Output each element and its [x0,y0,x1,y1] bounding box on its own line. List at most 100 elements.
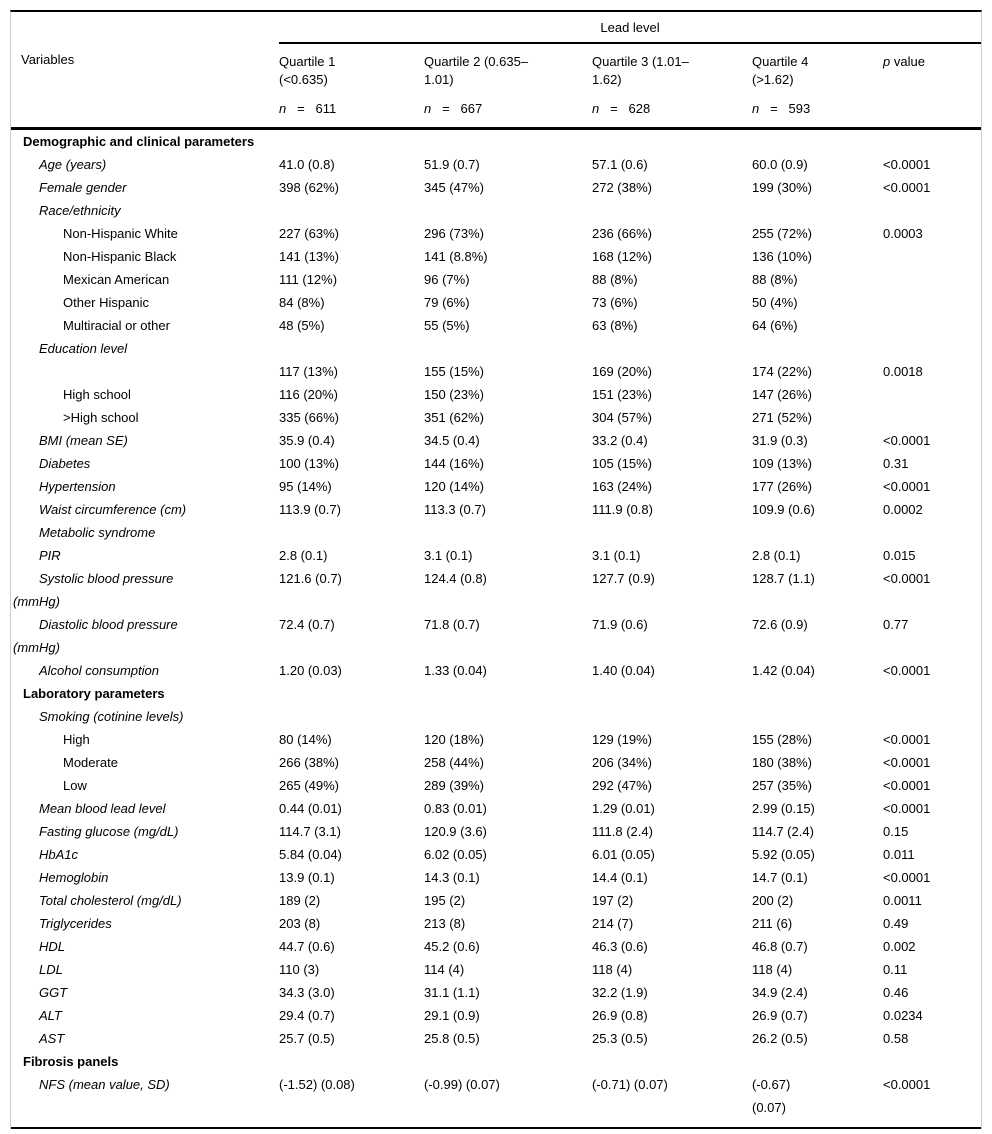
table-row: Demographic and clinical parameters [11,129,981,154]
p-value-header-p: p [883,54,891,69]
p-value-cell: 0.0018 [883,364,923,379]
value-cell [279,129,424,154]
value-cell: 203 (8) [279,916,321,931]
p-value-cell: 0.0011 [883,893,922,908]
value-cell: 118 (4) [752,962,793,977]
value-cell: 0.44 (0.01) [279,801,342,816]
p-value-cell: 0.0234 [883,1008,923,1023]
value-cell: 265 (49%) [279,778,339,793]
table-row: BMI (mean SE) 35.9 (0.4) 34.5 (0.4) 33.2 (0… [11,429,981,452]
p-value-cell: <0.0001 [883,663,931,678]
table-row: Low 265 (49%) 289 (39%) 292 (47%) 257 (35%) <… [11,774,981,797]
table-row: Waist circumference (cm) 113.9 (0.7) 113.3… [11,498,981,521]
value-cell [592,199,752,222]
spanner-row: Lead level [11,12,982,44]
p-value-cell: 0.0002 [883,502,923,517]
row-label: High school [63,387,131,402]
n-count-row: n = 611 n = 667 n = 628 n = 593 [11,99,981,129]
variables-header: Variables [21,52,75,67]
p-value-cell: <0.0001 [883,870,931,885]
p-value-cell [883,521,981,544]
p-value-cell: <0.0001 [883,1077,931,1092]
value-cell: 111.9 (0.8) [592,502,653,517]
value-cell: 34.5 (0.4) [424,433,480,448]
row-label: AST [39,1031,65,1046]
n-value: = 667 [431,101,483,116]
value-cell: 124.4 (0.8) [424,571,487,586]
value-cell: 180 (38%) [752,755,812,770]
table-header: Lead level Variables Quartile 1 (<0.635)… [11,12,982,129]
table-row: Triglycerides 203 (8) 213 (8) 214 (7) 211 (6… [11,912,981,935]
value-cell: 6.01 (0.05) [592,847,655,862]
value-cell: 25.7 (0.5) [279,1031,335,1046]
p-value-cell: 0.77 [883,617,909,632]
value-cell [279,1050,424,1073]
p-value-cell [883,406,981,429]
value-cell: (-0.99) (0.07) [424,1077,500,1092]
column-header-quartile-2: Quartile 2 (0.635– 1.01) [424,54,529,87]
p-value-cell: 0.011 [883,847,915,862]
row-label: Moderate [63,755,118,770]
row-label: Other Hispanic [63,295,149,310]
value-cell: 111 (12%) [279,272,338,287]
value-cell: 26.9 (0.7) [752,1008,808,1023]
table-row: Education level [11,337,981,360]
value-cell: 2.8 (0.1) [279,548,328,563]
value-cell: 118 (4) [592,962,633,977]
table-row: Mean blood lead level 0.44 (0.01) 0.83 (0.… [11,797,981,820]
value-cell: 48 (5%) [279,318,325,333]
p-value-cell: <0.0001 [883,571,931,586]
value-cell: 304 (57%) [592,410,652,425]
value-cell: 45.2 (0.6) [424,939,480,954]
table-row: Other Hispanic 84 (8%) 79 (6%) 73 (6%) 50 (4… [11,291,981,314]
value-cell: 34.9 (2.4) [752,985,808,1000]
value-cell: 96 (7%) [424,272,470,287]
p-value-cell [883,1050,981,1073]
table-row: Fibrosis panels [11,1050,981,1073]
table-row: Female gender 398 (62%) 345 (47%) 272 (38%)… [11,176,981,199]
p-value-cell: <0.0001 [883,433,931,448]
value-cell: 351 (62%) [424,410,484,425]
row-label: Low [63,778,87,793]
value-cell: 2.99 (0.15) [752,801,815,816]
value-cell: 147 (26%) [752,387,812,402]
row-label: BMI (mean SE) [39,433,128,448]
value-cell: 26.9 (0.8) [592,1008,648,1023]
row-label: Mean blood lead level [39,801,166,816]
value-cell: 120.9 (3.6) [424,824,487,839]
p-value-cell: 0.49 [883,916,909,931]
value-cell: 136 (10%) [752,249,812,264]
row-label: Metabolic syndrome [39,525,156,540]
value-cell: 88 (8%) [592,272,638,287]
table-row: LDL 110 (3) 114 (4) 118 (4) 118 (4) 0.11 [11,958,981,981]
value-cell: 257 (35%) [752,778,812,793]
row-label: Female gender [39,180,127,195]
value-cell: 26.2 (0.5) [752,1031,808,1046]
table-row: Smoking (cotinine levels) [11,705,981,728]
n-count-p-spacer [883,99,981,129]
value-cell: 335 (66%) [279,410,339,425]
value-cell: 33.2 (0.4) [592,433,648,448]
value-cell [752,199,883,222]
value-cell [279,337,424,360]
value-cell: 44.7 (0.6) [279,939,335,954]
value-cell: 88 (8%) [752,272,798,287]
table-row: Non-Hispanic White 227 (63%) 296 (73%) 236 … [11,222,981,245]
p-value-cell: <0.0001 [883,180,931,195]
value-cell [752,1050,883,1073]
row-label [11,360,279,383]
table-row: GGT 34.3 (3.0) 31.1 (1.1) 32.2 (1.9) 34.9 (2… [11,981,981,1004]
value-cell: 13.9 (0.1) [279,870,335,885]
row-label: High [63,732,90,747]
value-cell: 271 (52%) [752,410,812,425]
value-cell: 57.1 (0.6) [592,157,648,172]
value-cell [424,199,592,222]
table-row: Diabetes 100 (13%) 144 (16%) 105 (15%) 109 (… [11,452,981,475]
value-cell: 129 (19%) [592,732,652,747]
value-cell: 55 (5%) [424,318,470,333]
table-row: Non-Hispanic Black 141 (13%) 141 (8.8%) 168… [11,245,981,268]
value-cell [279,682,424,705]
row-label: Non-Hispanic White [63,226,178,241]
p-value-cell [883,337,981,360]
value-cell [752,129,883,154]
